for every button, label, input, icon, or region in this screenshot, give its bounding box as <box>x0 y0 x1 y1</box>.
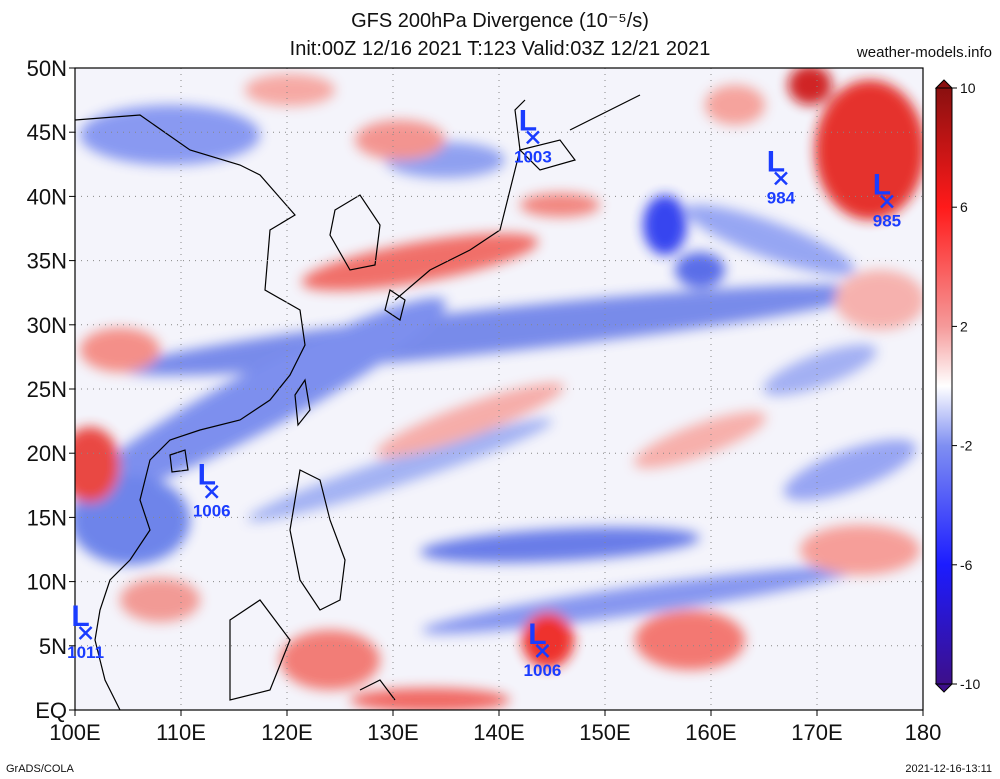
tick-label-lon: 150E <box>579 720 630 745</box>
colorbar-tick-label: -2 <box>960 438 973 454</box>
colorbar-tick-label: 2 <box>960 318 968 334</box>
asia-mainland-coast <box>75 114 306 710</box>
low-letter: L <box>528 618 546 651</box>
tick-label-lon: 110E <box>156 720 206 745</box>
tick-label-lat: 25N <box>27 377 67 402</box>
tick-label-lon: 160E <box>685 720 736 745</box>
tick-label-lat: 5N <box>39 634 67 659</box>
colorbar-tick-label: 6 <box>960 199 968 215</box>
colorbar: 10 6 2 -2 -6 -10 <box>934 79 980 693</box>
tick-label-lon: 140E <box>473 720 524 745</box>
low-marker: L 985 <box>873 169 901 231</box>
tick-label-lat: 30N <box>27 313 67 338</box>
low-marker: L 984 <box>767 145 796 207</box>
low-marker: L 1003 <box>514 104 552 166</box>
colorbar-scale <box>935 87 953 685</box>
tick-label-lon: 180 <box>905 720 942 745</box>
tick-label-lon: 130E <box>367 720 418 745</box>
site-label: weather-models.info <box>856 44 992 61</box>
low-center-x-icon <box>880 194 894 209</box>
low-letter: L <box>767 145 785 178</box>
low-pressure-value: 984 <box>767 188 796 207</box>
philippines-coast <box>289 469 346 611</box>
tick-label-lon: 120E <box>261 720 312 745</box>
colorbar-tick-label: -6 <box>960 557 973 573</box>
japan-coast <box>394 99 526 301</box>
tick-label-lat: 40N <box>27 184 67 209</box>
low-letter: L <box>71 600 89 633</box>
low-pressure-value: 1011 <box>67 643 104 662</box>
tick-label-lon: 170E <box>791 720 842 745</box>
chart-subtitle: Init:00Z 12/16 2021 T:123 Valid:03Z 12/2… <box>289 38 711 60</box>
tick-label-lat: 15N <box>27 505 67 530</box>
low-pressure-value: 1006 <box>193 502 231 521</box>
axis-ticks: 100E 110E 120E 130E 140E 150E 160E 170E 180EQ5N1… <box>27 56 942 745</box>
coastlines <box>75 94 641 710</box>
low-marker: L 1006 <box>524 618 562 680</box>
credit-label: GrADS/COLA <box>6 763 74 775</box>
low-pressure-value: 1003 <box>514 147 552 166</box>
tick-label-lat: 10N <box>27 570 67 595</box>
tick-label-lat: 35N <box>27 249 67 274</box>
tick-label-lat: 50N <box>27 56 67 81</box>
low-pressure-value: 1006 <box>524 661 562 680</box>
tick-label-lat: 45N <box>27 120 67 145</box>
timestamp-label: 2021-12-16-13:11 <box>905 763 992 775</box>
low-pressure-value: 985 <box>873 212 901 231</box>
chart-title: GFS 200hPa Divergence (10⁻⁵/s) <box>351 10 649 32</box>
low-marker: L 1011 <box>67 600 104 662</box>
kyushu-coast <box>384 289 406 321</box>
low-marker: L 1006 <box>193 459 231 521</box>
kurils <box>569 94 641 131</box>
tick-label-lon: 100E <box>49 720 100 745</box>
low-letter: L <box>873 169 891 202</box>
tick-label-lat: EQ <box>35 698 67 723</box>
low-center-x-icon <box>535 644 550 658</box>
hokkaido-coast <box>518 139 577 171</box>
borneo-coast <box>229 599 291 701</box>
colorbar-tick-label: 10 <box>960 80 976 96</box>
korea-coast <box>329 194 381 271</box>
taiwan-coast <box>294 378 311 427</box>
low-center-x-icon <box>526 130 540 145</box>
low-center-x-icon <box>204 484 219 499</box>
low-center-x-icon <box>774 171 788 186</box>
low-letter: L <box>198 459 216 492</box>
colorbar-tick-label: -10 <box>960 676 980 692</box>
colorbar-top-arrow <box>934 79 954 89</box>
divergence-field <box>75 68 923 710</box>
hainan-coast <box>169 449 189 473</box>
new-guinea-coast <box>359 679 396 701</box>
colorbar-bottom-arrow <box>934 683 954 693</box>
tick-label-lat: 20N <box>27 441 67 466</box>
low-center-x-icon <box>78 626 93 640</box>
low-pressure-markers: L 1003 L 984 L 985 L 1006 L 1011 L 1006 <box>67 104 901 680</box>
low-letter: L <box>519 104 537 137</box>
